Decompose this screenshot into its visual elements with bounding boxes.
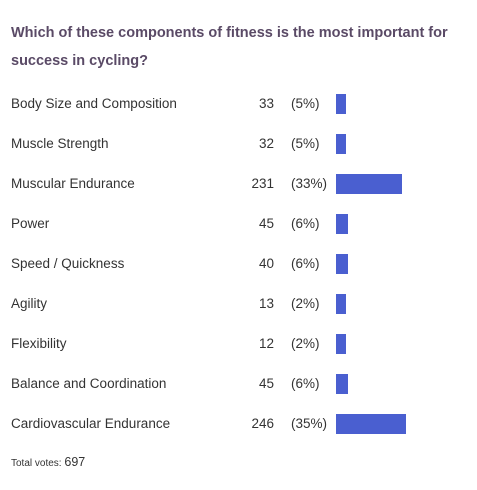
answer-result-bar	[336, 94, 346, 114]
answer-label: Agility	[11, 296, 48, 311]
answer-result-bar	[336, 174, 402, 194]
total-votes: Total votes: 697	[11, 455, 85, 469]
answer-label: Cardiovascular Endurance	[11, 416, 171, 431]
answer-label: Body Size and Composition	[11, 96, 177, 111]
answer-vote-count: 33	[258, 96, 274, 111]
answer-percentage: (35%)	[291, 416, 328, 431]
answer-label: Muscular Endurance	[11, 176, 135, 191]
answer-label: Flexibility	[11, 336, 67, 351]
answer-percentage: (33%)	[291, 176, 328, 191]
poll-question: Which of these components of fitness is …	[11, 25, 448, 69]
answer-percentage: (5%)	[291, 96, 320, 111]
poll-answer: Power 45 (6%)	[0, 204, 477, 244]
answer-result-bar	[336, 134, 346, 154]
answer-label: Speed / Quickness	[11, 256, 125, 271]
answer-label: Power	[11, 216, 50, 231]
answer-percentage: (2%)	[291, 336, 320, 351]
answer-result-bar	[336, 334, 346, 354]
answer-result-bar	[336, 414, 406, 434]
poll-answer: Muscular Endurance 231 (33%)	[0, 164, 477, 204]
answer-result-bar	[336, 254, 348, 274]
answer-result-bar	[336, 374, 348, 394]
answer-vote-count: 45	[258, 216, 274, 231]
poll-answer: Cardiovascular Endurance 246 (35%)	[0, 404, 477, 444]
answer-vote-count: 32	[258, 136, 274, 151]
answer-percentage: (6%)	[291, 376, 320, 391]
poll-answer: Balance and Coordination 45 (6%)	[0, 364, 477, 404]
answer-percentage: (5%)	[291, 136, 320, 151]
answer-result-bar	[336, 214, 348, 234]
answer-result-bar	[336, 294, 346, 314]
answer-percentage: (2%)	[291, 296, 320, 311]
answer-percentage: (6%)	[291, 216, 320, 231]
poll-answer: Speed / Quickness 40 (6%)	[0, 244, 477, 284]
answer-vote-count: 231	[251, 176, 274, 191]
total-votes-label: Total votes:	[11, 458, 62, 469]
poll-answer: Agility 13 (2%)	[0, 284, 477, 324]
poll-answer: Flexibility 12 (2%)	[0, 324, 477, 364]
poll-answer-list: Body Size and Composition 33 (5%) Muscle…	[0, 84, 477, 444]
total-votes-count: 697	[64, 455, 86, 469]
poll-answer: Body Size and Composition 33 (5%)	[0, 84, 477, 124]
answer-label: Muscle Strength	[11, 136, 109, 151]
poll-answer: Muscle Strength 32 (5%)	[0, 124, 477, 164]
answer-percentage: (6%)	[291, 256, 320, 271]
answer-vote-count: 45	[258, 376, 274, 391]
answer-vote-count: 12	[258, 336, 274, 351]
answer-vote-count: 40	[258, 256, 274, 271]
answer-label: Balance and Coordination	[11, 376, 167, 391]
answer-vote-count: 13	[258, 296, 274, 311]
answer-vote-count: 246	[251, 416, 274, 431]
